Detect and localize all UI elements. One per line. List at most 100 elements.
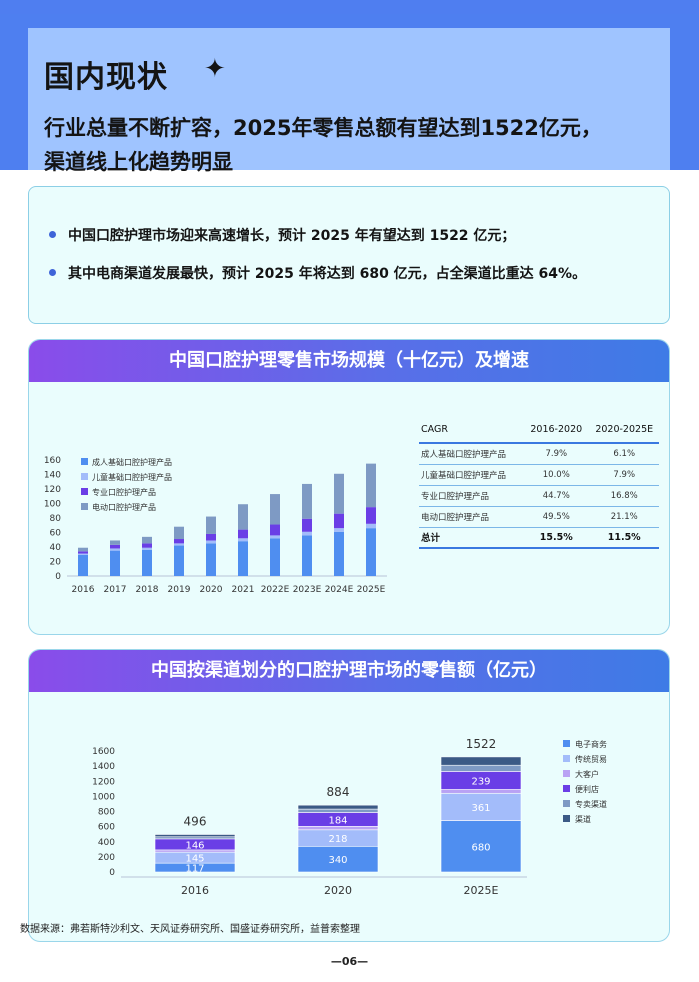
top-strip bbox=[0, 0, 699, 14]
header-banner: 国内现状 ✦ 行业总量不断扩容，2025年零售总额有望达到1522亿元， 渠道线… bbox=[0, 14, 699, 174]
y-tick-label: 40 bbox=[50, 543, 62, 553]
y-tick-label: 0 bbox=[55, 572, 61, 582]
data-label: 146 bbox=[185, 840, 204, 851]
y-tick-label: 200 bbox=[98, 853, 115, 863]
legend-swatch bbox=[563, 755, 570, 762]
y-tick-label: 1400 bbox=[92, 762, 115, 772]
bar-segment bbox=[270, 538, 280, 576]
bar-segment bbox=[302, 531, 312, 536]
y-tick-label: 1600 bbox=[92, 747, 115, 757]
legend-swatch bbox=[81, 473, 88, 480]
data-label: 361 bbox=[471, 803, 490, 814]
legend-label: 电子商务 bbox=[575, 739, 607, 749]
x-tick-label: 2025E bbox=[464, 884, 499, 897]
legend-swatch bbox=[563, 785, 570, 792]
bar-segment bbox=[270, 535, 280, 539]
legend-label: 便利店 bbox=[575, 784, 599, 794]
x-tick-label: 2016 bbox=[181, 884, 209, 897]
cagr-cell: 电动口腔护理产品 bbox=[419, 506, 524, 528]
bar-segment bbox=[174, 545, 184, 576]
y-tick-label: 1200 bbox=[92, 777, 115, 787]
y-tick-label: 100 bbox=[44, 500, 61, 510]
bar-segment bbox=[174, 526, 184, 540]
market-size-chart-title: 中国口腔护理零售市场规模（十亿元）及增速 bbox=[29, 340, 669, 382]
bar-segment bbox=[110, 548, 120, 551]
cagr-cell: 7.9% bbox=[523, 443, 588, 465]
bar-segment bbox=[297, 808, 379, 813]
legend-label: 大客户 bbox=[575, 769, 599, 779]
cagr-cell: 7.9% bbox=[587, 464, 659, 486]
bar-segment bbox=[270, 494, 280, 525]
cagr-header-cell: CAGR bbox=[419, 417, 524, 444]
data-label: 680 bbox=[471, 842, 490, 853]
x-tick-label: 2018 bbox=[136, 585, 159, 595]
bar-segment bbox=[334, 473, 344, 514]
legend-label: 传统贸易 bbox=[575, 754, 607, 764]
bar-segment bbox=[297, 845, 379, 873]
channel-chart-title: 中国按渠道划分的口腔护理市场的零售额（亿元） bbox=[29, 650, 669, 692]
x-tick-label: 2019 bbox=[168, 585, 191, 595]
x-tick-label: 2017 bbox=[104, 585, 127, 595]
data-label: 239 bbox=[471, 776, 490, 787]
cagr-total-cell: 11.5% bbox=[587, 527, 659, 549]
cagr-table: CAGR 2016-2020 2020-2025E 成人基础口腔护理产品 7.9… bbox=[419, 417, 659, 549]
bar-segment bbox=[78, 554, 88, 576]
x-tick-label: 2022E bbox=[261, 585, 290, 595]
y-tick-label: 20 bbox=[50, 558, 62, 568]
page-subtitle-line2: 渠道线上化趋势明显 bbox=[44, 150, 233, 174]
bar-segment bbox=[334, 513, 344, 529]
bar-segment bbox=[174, 539, 184, 544]
y-tick-label: 160 bbox=[44, 456, 61, 466]
bar-segment bbox=[78, 547, 88, 552]
y-tick-label: 800 bbox=[98, 808, 115, 818]
bar-segment bbox=[142, 547, 152, 550]
bar-segment bbox=[302, 535, 312, 576]
y-tick-label: 600 bbox=[98, 823, 115, 833]
bar-segment bbox=[206, 543, 216, 576]
y-tick-label: 140 bbox=[44, 471, 61, 481]
bar-segment bbox=[366, 528, 376, 576]
x-tick-label: 2025E bbox=[357, 585, 386, 595]
bar-segment bbox=[334, 531, 344, 576]
legend-label: 专业口腔护理产品 bbox=[92, 487, 156, 497]
bar-segment bbox=[440, 792, 522, 821]
sparkle-icon: ✦ bbox=[204, 54, 226, 84]
cagr-total-row: 总计 15.5% 11.5% bbox=[419, 527, 659, 549]
cagr-header-cell: 2020-2025E bbox=[587, 417, 659, 444]
legend-swatch bbox=[563, 770, 570, 777]
legend-swatch bbox=[563, 800, 570, 807]
page-title: 国内现状 bbox=[44, 60, 168, 95]
x-tick-label: 2020 bbox=[324, 884, 352, 897]
total-label: 884 bbox=[327, 785, 350, 799]
cagr-row: 电动口腔护理产品 49.5% 21.1% bbox=[419, 506, 659, 528]
summary-bullet-2: 其中电商渠道发展最快，预计 2025 年将达到 680 亿元，占全渠道比重达 6… bbox=[49, 263, 586, 283]
cagr-cell: 成人基础口腔护理产品 bbox=[419, 443, 524, 465]
bar-segment bbox=[154, 836, 236, 840]
cagr-cell: 21.1% bbox=[587, 506, 659, 528]
y-tick-label: 400 bbox=[98, 838, 115, 848]
summary-bullet-text: 中国口腔护理市场迎来高速增长，预计 2025 年有望达到 1522 亿元； bbox=[68, 228, 516, 244]
page-number: —06— bbox=[330, 955, 369, 968]
cagr-total-cell: 总计 bbox=[419, 527, 524, 549]
legend-swatch bbox=[81, 503, 88, 510]
data-label: 218 bbox=[328, 834, 347, 845]
legend-label: 成人基础口腔护理产品 bbox=[92, 457, 172, 467]
cagr-header-cell: 2016-2020 bbox=[523, 417, 588, 444]
bar-segment bbox=[206, 516, 216, 534]
cagr-row: 专业口腔护理产品 44.7% 16.8% bbox=[419, 485, 659, 507]
data-label: 340 bbox=[328, 855, 347, 866]
x-tick-label: 2024E bbox=[325, 585, 354, 595]
legend-swatch bbox=[563, 815, 570, 822]
bar-segment bbox=[238, 541, 248, 576]
bar-segment bbox=[270, 524, 280, 536]
x-tick-label: 2021 bbox=[232, 585, 255, 595]
x-tick-label: 2016 bbox=[72, 585, 95, 595]
total-label: 1522 bbox=[466, 737, 497, 751]
bar-segment bbox=[302, 518, 312, 532]
legend-label: 儿童基础口腔护理产品 bbox=[92, 472, 172, 482]
x-tick-label: 2020 bbox=[200, 585, 223, 595]
bar-segment bbox=[366, 523, 376, 529]
legend-swatch bbox=[81, 458, 88, 465]
bar-segment bbox=[110, 544, 120, 549]
